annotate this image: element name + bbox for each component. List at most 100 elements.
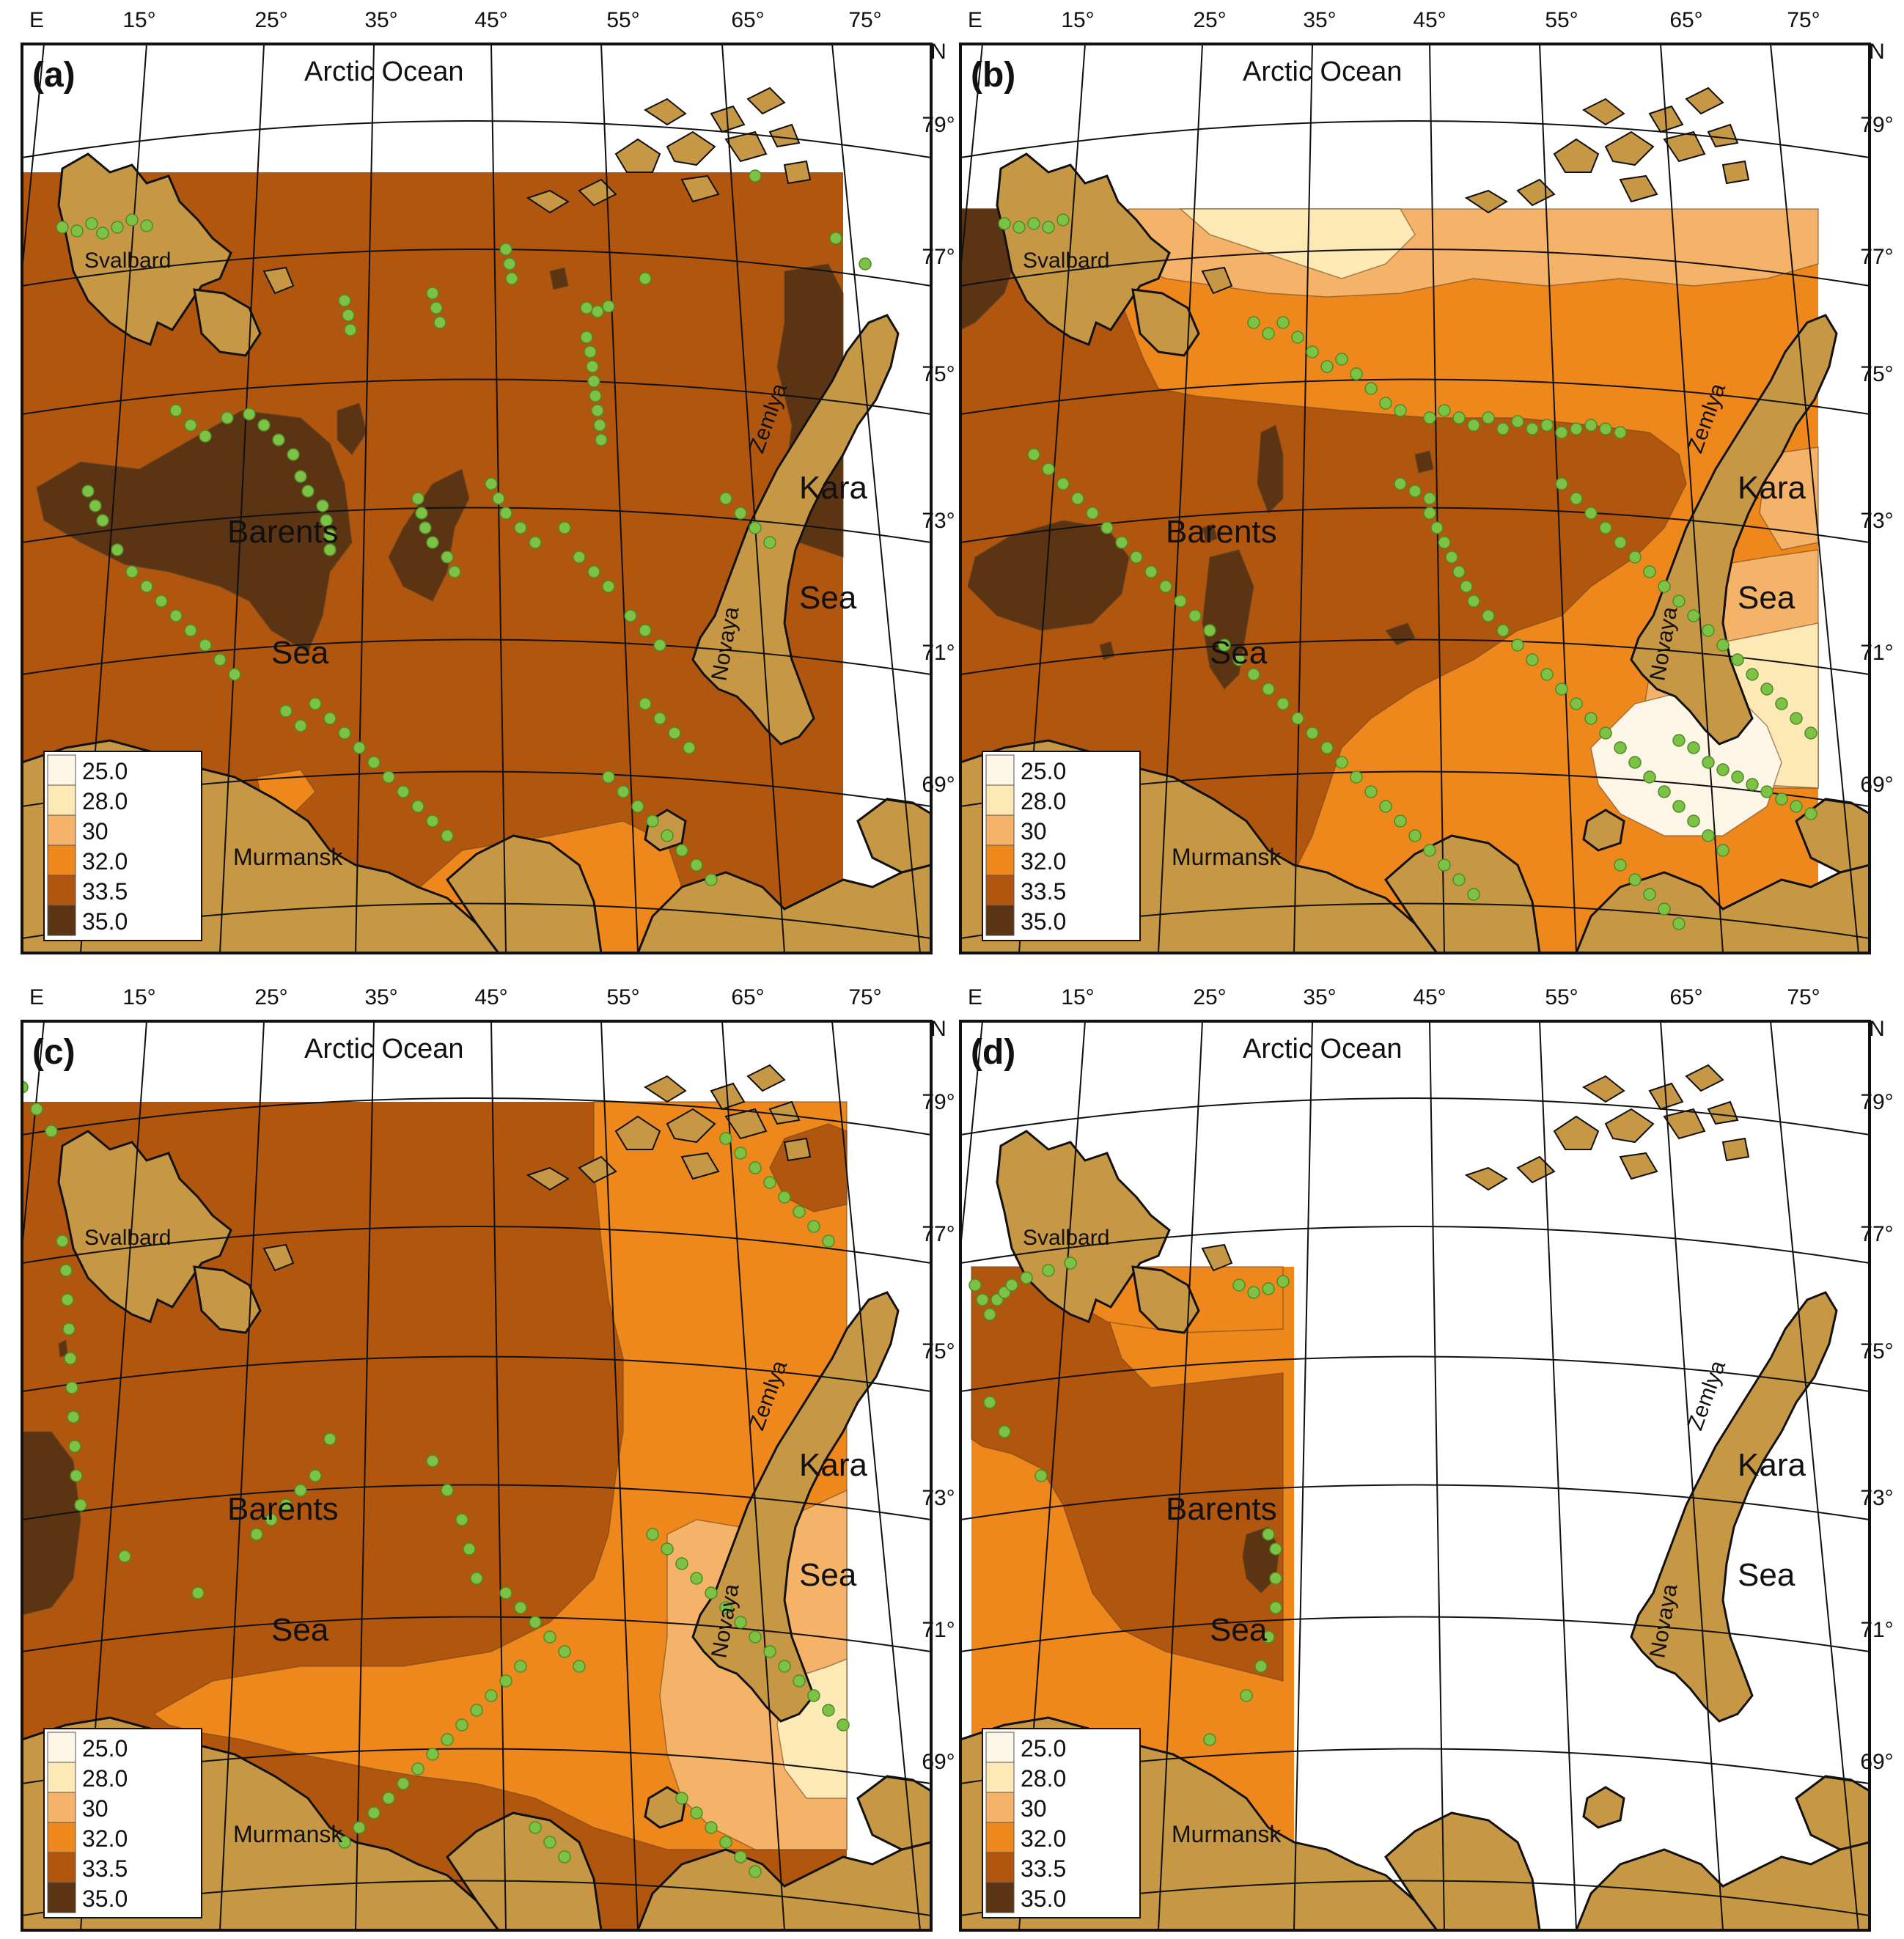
station-point <box>998 217 1011 230</box>
station-point <box>221 411 234 424</box>
station-point <box>1452 411 1466 424</box>
station-point <box>705 1821 718 1834</box>
station-point <box>1262 1528 1275 1541</box>
panel-frame <box>959 43 1871 954</box>
salinity-contour <box>337 402 367 456</box>
legend-value: 28.0 <box>82 1765 128 1792</box>
station-point <box>155 595 168 608</box>
station-point <box>56 221 69 234</box>
lat-label: 77° <box>1860 245 1893 269</box>
station-point <box>30 1103 43 1116</box>
station-point <box>705 1586 718 1600</box>
north-label: N <box>1869 40 1885 64</box>
station-point <box>1584 507 1598 520</box>
lon-label: 35° <box>364 8 397 32</box>
legend-swatch <box>985 905 1015 936</box>
station-point <box>1526 422 1539 435</box>
station-point <box>426 536 439 549</box>
station-point <box>683 741 696 754</box>
station-point <box>64 1352 77 1365</box>
station-point <box>602 300 615 313</box>
station-point <box>1746 778 1759 791</box>
station-point <box>426 1454 439 1468</box>
station-point <box>1306 726 1319 740</box>
lat-label: 79° <box>922 113 955 137</box>
station-points <box>998 213 1817 930</box>
station-point <box>199 430 212 443</box>
station-point <box>1804 726 1817 740</box>
station-point <box>250 1528 263 1541</box>
lon-label: 65° <box>731 8 764 32</box>
station-point <box>639 624 652 637</box>
station-point <box>1716 763 1730 776</box>
legend-swatch <box>47 1882 76 1913</box>
legend-value: 25.0 <box>82 1735 128 1762</box>
station-point <box>558 1645 571 1658</box>
panel-frame <box>959 1020 1871 1932</box>
sea-label-barents-sea: Sea <box>271 635 329 671</box>
station-point <box>1452 873 1466 886</box>
station-point <box>653 639 666 652</box>
station-point <box>1086 507 1099 520</box>
ocean-label: Arctic Ocean <box>1243 1034 1403 1064</box>
lat-label: 69° <box>922 1750 955 1774</box>
station-point <box>639 272 652 285</box>
station-point <box>719 1132 732 1145</box>
station-point <box>1555 426 1568 439</box>
salinity-contour <box>1202 523 1218 543</box>
station-point <box>367 756 381 769</box>
station-point <box>1320 741 1334 754</box>
station-point <box>169 404 183 417</box>
north-label: N <box>930 1017 947 1041</box>
station-point <box>573 551 586 564</box>
station-point <box>1760 682 1773 696</box>
station-point <box>543 1630 556 1644</box>
station-point <box>199 639 212 652</box>
station-point <box>419 521 432 534</box>
city-label-murmansk: Murmansk <box>1172 844 1282 870</box>
legend-value: 28.0 <box>1021 788 1066 814</box>
panels-root: (a) Arctic Ocean Svalbard Barents Sea Kara Sea… <box>21 8 1894 1932</box>
station-point <box>287 448 300 461</box>
station-point <box>734 1147 747 1160</box>
lat-label: 71° <box>922 641 955 665</box>
station-point <box>323 712 337 725</box>
station-point <box>499 507 512 520</box>
station-point <box>294 719 307 732</box>
legend: 25.0 28.0 30 32.0 33.5 35.0 <box>43 751 202 941</box>
station-point <box>1496 422 1510 435</box>
station-point <box>1599 726 1612 740</box>
station-point <box>968 1278 982 1292</box>
station-point <box>470 1572 483 1585</box>
station-point <box>976 1293 989 1306</box>
station-point <box>1702 624 1715 637</box>
station-point <box>367 1806 381 1820</box>
panel-d: (d) Arctic Ocean Svalbard Barents Sea Kara Sea… <box>959 1020 1871 1932</box>
panel-frame <box>21 1020 933 1932</box>
station-point <box>719 1836 732 1849</box>
station-point <box>1262 682 1275 696</box>
salinity-contour <box>967 520 1130 631</box>
station-point <box>624 609 637 622</box>
station-point <box>1804 807 1817 820</box>
lat-label: 77° <box>922 1222 955 1246</box>
station-point <box>1614 426 1627 439</box>
station-point <box>1658 580 1671 593</box>
station-point <box>639 697 652 710</box>
station-point <box>85 217 98 230</box>
station-point <box>631 800 644 813</box>
station-point <box>983 1308 996 1321</box>
panel-label: (d) <box>971 1033 1015 1072</box>
station-point <box>411 1762 424 1776</box>
lon-label: 75° <box>1787 8 1820 32</box>
panel-frame <box>21 43 933 954</box>
station-point <box>558 1850 571 1863</box>
station-point <box>1320 360 1334 373</box>
legend-swatch <box>47 905 76 936</box>
panel-label: (a) <box>32 56 76 95</box>
station-point <box>653 712 666 725</box>
legend-value: 30 <box>82 1795 109 1822</box>
station-point <box>591 305 604 318</box>
station-point <box>56 1235 69 1248</box>
